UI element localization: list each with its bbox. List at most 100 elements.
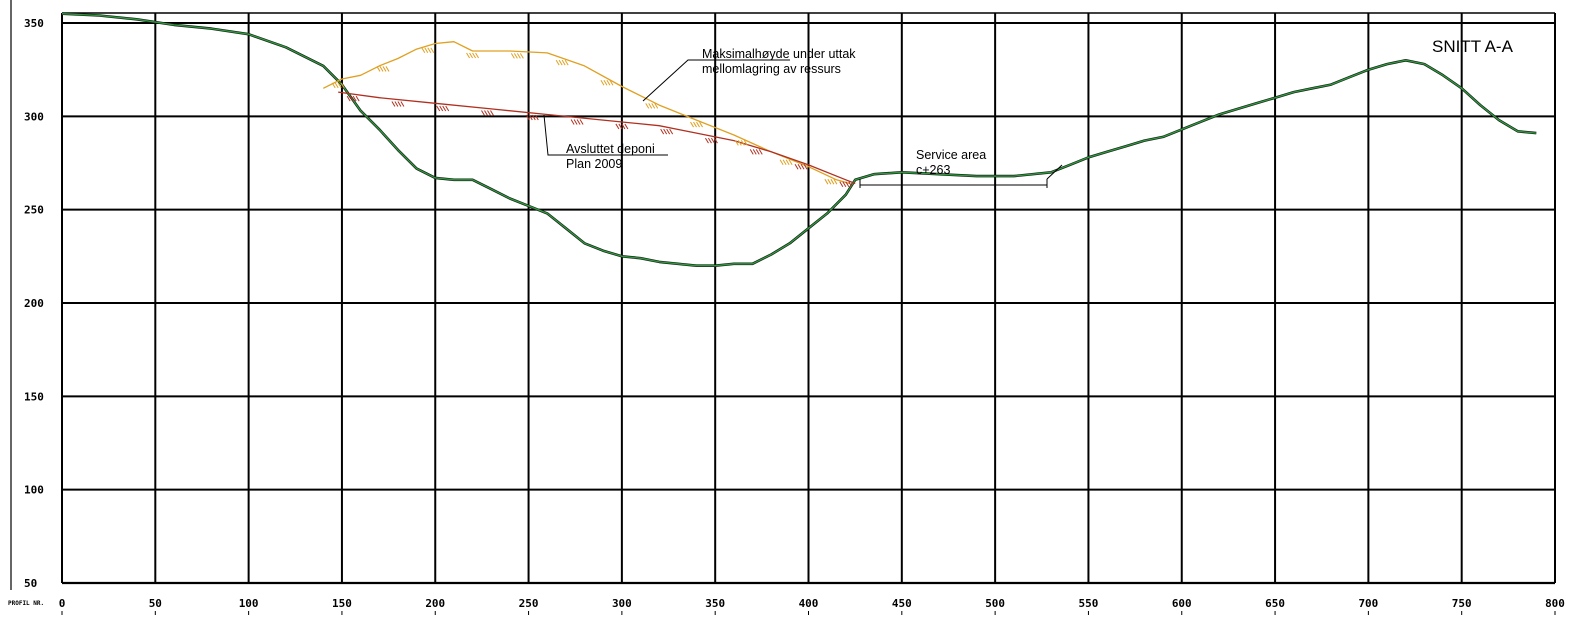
hatch-max_height [466, 52, 471, 59]
y-tick-label: 250 [24, 204, 44, 217]
hatch-closed_deposit [573, 119, 578, 125]
hatch-closed_deposit [669, 128, 674, 135]
hatch-max_height [421, 47, 426, 54]
slope-hatch-marks [331, 47, 853, 188]
hatch-closed_deposit [618, 123, 623, 130]
annotation-closed-deposit-line: Plan 2009 [566, 157, 622, 171]
x-tick-label: 550 [1079, 597, 1099, 610]
hatch-max_height [564, 59, 569, 66]
hatch-closed_deposit [534, 114, 539, 121]
hatch-closed_deposit [570, 119, 575, 125]
hatch-closed_deposit [576, 119, 581, 125]
hatch-max_height [833, 178, 838, 185]
hatch-max_height [737, 140, 742, 146]
hatch-closed_deposit [803, 163, 808, 170]
hatch-closed_deposit [848, 181, 853, 188]
hatch-closed_deposit [749, 149, 754, 155]
hatch-max_height [430, 47, 435, 54]
hatch-max_height [609, 79, 614, 86]
hatch-closed_deposit [714, 137, 718, 144]
hatch-max_height [513, 53, 518, 59]
hatch-closed_deposit [660, 128, 665, 135]
x-axis-label: PROFIL NR. [8, 600, 44, 607]
hatch-closed_deposit [484, 110, 488, 116]
x-tick-label: 250 [519, 597, 539, 610]
hatch-closed_deposit [794, 163, 799, 170]
leader-max-height [642, 59, 790, 102]
hatch-max_height [519, 53, 524, 59]
hatch-closed_deposit [436, 105, 441, 112]
annotation-max-height-line: mellomlagring av ressurs [702, 62, 841, 76]
hatch-max_height [475, 52, 480, 59]
x-tick-label: 200 [425, 597, 445, 610]
leader-closed-deposit [543, 114, 668, 156]
x-tick-label: 0 [59, 597, 66, 610]
x-tick-label: 50 [149, 597, 162, 610]
hatch-closed_deposit [397, 101, 402, 107]
hatch-max_height [561, 59, 566, 66]
hatch-max_height [740, 140, 745, 146]
hatch-closed_deposit [800, 163, 805, 170]
hatch-max_height [472, 52, 477, 59]
x-tick-label: 450 [892, 597, 912, 610]
y-tick-label: 50 [24, 577, 37, 590]
service-area-slope-right [1046, 164, 1063, 180]
hatch-closed_deposit [755, 149, 760, 155]
y-tick-label: 300 [24, 110, 44, 123]
hatch-closed_deposit [487, 110, 491, 116]
hatch-max_height [788, 159, 793, 166]
hatch-max_height [645, 103, 650, 109]
x-tick-label: 400 [799, 597, 819, 610]
y-tick-label: 200 [24, 297, 44, 310]
hatch-max_height [424, 47, 429, 54]
hatch-closed_deposit [797, 163, 802, 170]
hatch-closed_deposit [615, 123, 620, 130]
hatch-closed_deposit [490, 110, 494, 116]
hatch-closed_deposit [752, 149, 757, 155]
x-tick-label: 650 [1265, 597, 1285, 610]
hatch-closed_deposit [758, 149, 763, 155]
hatch-max_height [600, 79, 605, 86]
annotation-leaders [543, 59, 1063, 188]
y-tick-label: 150 [24, 390, 44, 403]
hatch-max_height [606, 79, 611, 86]
hatch-max_height [651, 103, 656, 109]
x-tick-label: 800 [1545, 597, 1565, 610]
hatch-closed_deposit [528, 114, 533, 121]
hatch-max_height [824, 178, 829, 185]
hatch-max_height [340, 82, 345, 89]
hatch-max_height [734, 140, 739, 146]
hatch-max_height [379, 66, 384, 72]
y-tick-label: 100 [24, 484, 44, 497]
hatch-max_height [469, 52, 474, 59]
hatch-closed_deposit [445, 105, 450, 112]
hatch-closed_deposit [442, 105, 447, 112]
hatch-closed_deposit [346, 95, 351, 102]
hatch-max_height [648, 103, 653, 109]
hatch-closed_deposit [839, 181, 844, 188]
hatch-closed_deposit [525, 114, 530, 121]
x-tick-labels: 0 50 100 150 200 250 300 350 400 450 500 550 600 650 7… [59, 597, 1565, 610]
hatch-max_height [743, 140, 748, 146]
hatch-max_height [555, 59, 560, 66]
hatch-closed_deposit [708, 137, 712, 144]
hatch-max_height [558, 59, 563, 66]
hatch-closed_deposit [531, 114, 536, 121]
hatch-max_height [603, 79, 608, 86]
hatch-closed_deposit [481, 110, 485, 116]
series-max_height-line [323, 41, 850, 185]
series-closed_deposit-line [338, 91, 856, 185]
hatch-closed_deposit [349, 95, 354, 102]
hatch-max_height [331, 82, 336, 89]
hatch-max_height [334, 82, 339, 89]
hatch-closed_deposit [355, 95, 360, 102]
hatch-max_height [690, 121, 694, 128]
hatch-max_height [337, 82, 342, 89]
grid [61, 12, 1556, 615]
hatch-max_height [699, 121, 703, 128]
hatch-max_height [654, 103, 659, 109]
x-tick-label: 750 [1452, 597, 1472, 610]
annotation-closed-deposit-line: Avsluttet deponi [566, 142, 655, 156]
